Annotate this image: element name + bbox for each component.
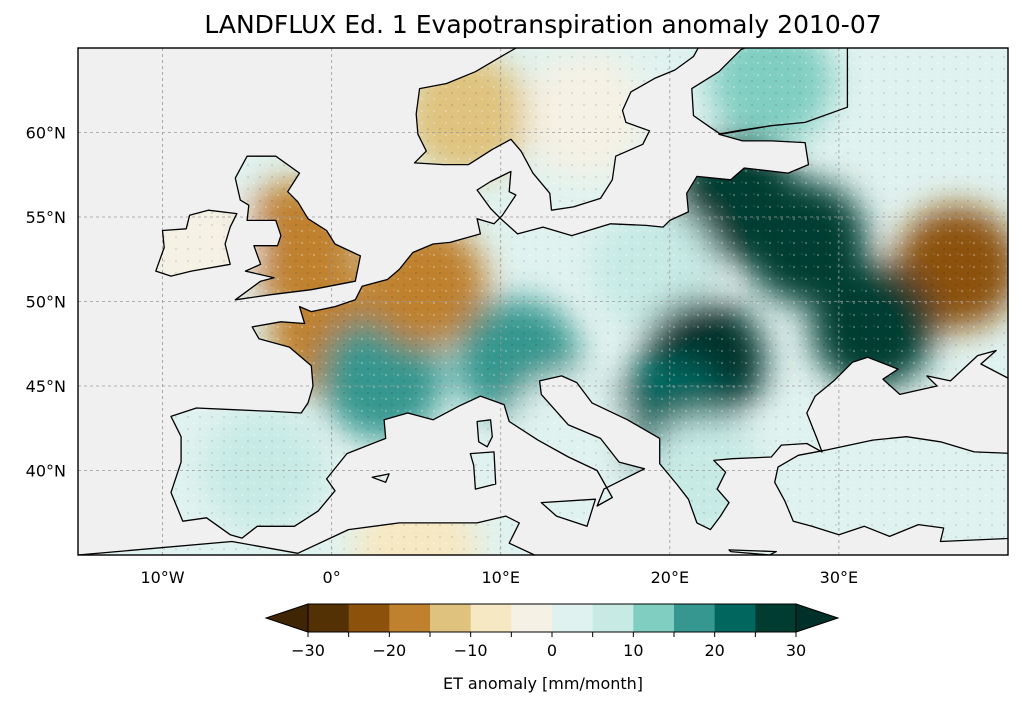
map-frame xyxy=(77,47,1009,556)
colorbar-tick-label: −30 xyxy=(291,641,325,660)
gridlines xyxy=(78,48,1008,555)
lat-tick-label: 50°N xyxy=(26,293,66,312)
colorbar-extend-max xyxy=(795,603,840,633)
colorbar-segment xyxy=(552,604,594,632)
colorbar-tick-label: −10 xyxy=(454,641,488,660)
colorbar-label: ET anomaly [mm/month] xyxy=(442,674,644,693)
colorbar-segment xyxy=(714,604,756,632)
lon-tick-label: 20°E xyxy=(651,568,689,587)
lat-tick-label: 55°N xyxy=(26,208,66,227)
colorbar: −30 −20 −10 0 10 20 30 xyxy=(264,603,840,660)
colorbar-segment xyxy=(755,604,797,632)
latitude-ticks: 60°N 55°N 50°N 45°N 40°N xyxy=(26,124,66,481)
colorbar-segment xyxy=(389,604,431,632)
colorbar-tick-label: 0 xyxy=(547,641,557,660)
lat-tick-label: 60°N xyxy=(26,124,66,143)
lon-tick-label: 30°E xyxy=(820,568,858,587)
colorbar-segment xyxy=(633,604,675,632)
coastlines xyxy=(78,48,1008,555)
colorbar-segment xyxy=(592,604,634,632)
colorbar-tick-label: 20 xyxy=(704,641,724,660)
colorbar-extend-min xyxy=(264,603,309,633)
colorbar-segment xyxy=(511,604,553,632)
lon-tick-label: 10°W xyxy=(140,568,184,587)
colorbar-segment xyxy=(348,604,390,632)
longitude-ticks: 10°W 0° 10°E 20°E 30°E xyxy=(140,568,858,587)
lat-tick-label: 45°N xyxy=(26,377,66,396)
map-title: LANDFLUX Ed. 1 Evapotranspiration anomal… xyxy=(204,10,882,39)
colorbar-segment xyxy=(308,604,350,632)
colorbar-segment xyxy=(470,604,512,632)
colorbar-segment xyxy=(430,604,472,632)
lon-tick-label: 0° xyxy=(323,568,341,587)
coastline xyxy=(78,48,1008,555)
colorbar-tick-label: 10 xyxy=(623,641,643,660)
lon-tick-label: 10°E xyxy=(481,568,519,587)
lat-tick-label: 40°N xyxy=(26,462,66,481)
colorbar-tick-label: 30 xyxy=(786,641,806,660)
colorbar-segment xyxy=(674,604,716,632)
colorbar-tick-label: −20 xyxy=(372,641,406,660)
